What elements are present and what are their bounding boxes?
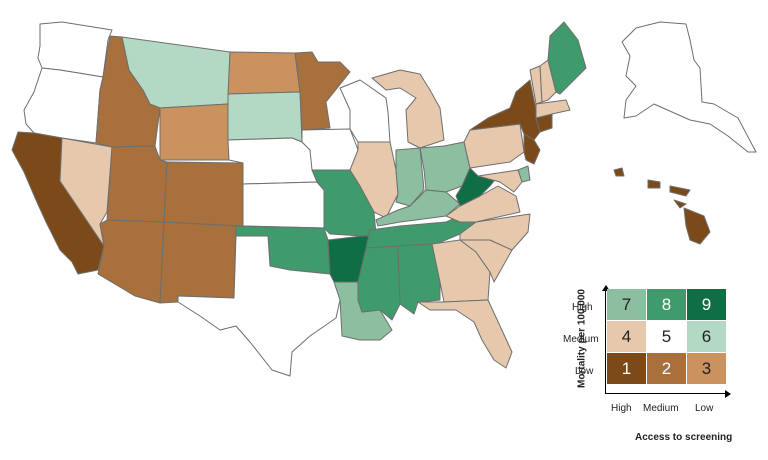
y-axis-arrow: [602, 285, 610, 291]
state-wy: [159, 103, 230, 161]
state-ky: [375, 189, 461, 227]
state-ma: [535, 99, 571, 119]
x-label-low: Low: [695, 403, 714, 414]
state-az: [97, 219, 165, 304]
state-co: [163, 161, 244, 227]
legend-cell-6: 6: [687, 321, 726, 352]
y-label-low: Low: [575, 366, 594, 377]
state-nj: [523, 133, 541, 165]
state-pa: [463, 123, 525, 169]
bivariate-legend: Mortality per 100,000 High Medium Low 7 …: [563, 285, 765, 455]
x-axis-title: Access to screening: [635, 432, 733, 443]
state-nm: [159, 221, 237, 304]
legend-cell-8: 8: [647, 289, 686, 320]
x-label-high: High: [611, 403, 632, 414]
state-tx: [177, 235, 341, 377]
y-label-medium: Medium: [563, 334, 599, 345]
state-ks: [242, 181, 325, 229]
state-ms: [357, 245, 401, 321]
legend-cell-4: 4: [607, 321, 646, 352]
legend-cell-5: 5: [647, 321, 686, 352]
state-ut: [106, 145, 168, 223]
state-nc: [459, 213, 531, 251]
state-or: [23, 67, 104, 144]
state-il: [349, 141, 399, 219]
y-axis-line: [605, 287, 606, 393]
legend-cell-3: 3: [687, 353, 726, 384]
state-md: [477, 169, 523, 193]
state-ak: [621, 21, 757, 153]
x-axis-line: [605, 393, 727, 394]
state-fl: [417, 299, 513, 369]
x-label-medium: Medium: [643, 403, 679, 414]
legend-cell-7: 7: [607, 289, 646, 320]
y-label-high: High: [572, 302, 593, 313]
legend-cell-2: 2: [647, 353, 686, 384]
state-sd: [227, 91, 303, 143]
legend-cell-1: 1: [607, 353, 646, 384]
state-nh: [539, 59, 557, 103]
state-in: [395, 147, 425, 207]
state-hi: [613, 167, 711, 245]
state-me: [547, 21, 587, 95]
x-axis-arrow: [725, 390, 731, 398]
state-mn: [294, 51, 351, 131]
legend-cell-9: 9: [687, 289, 726, 320]
state-nd: [227, 51, 301, 95]
